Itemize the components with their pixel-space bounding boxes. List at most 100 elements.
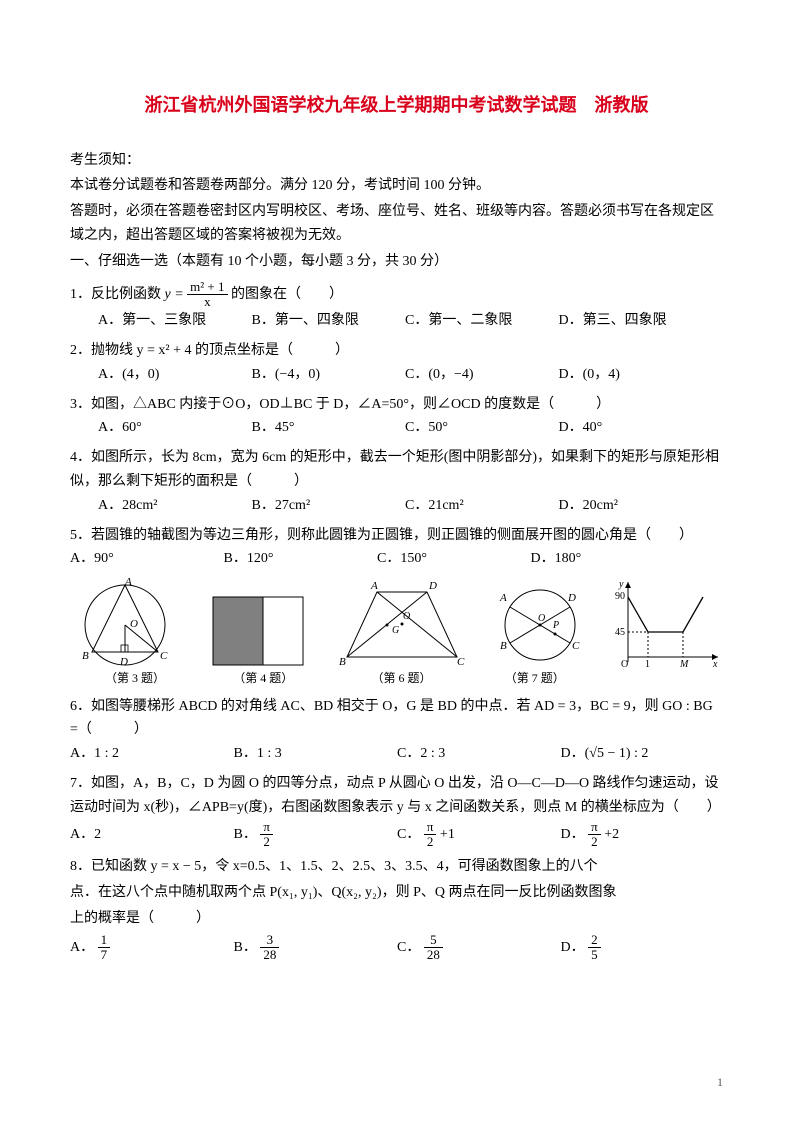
section-heading: 一、仔细选一选（本题有 10 个小题，每小题 3 分，共 30 分）: [70, 250, 723, 274]
q8-b-pre: B．: [234, 936, 257, 960]
q8-c-den: 28: [424, 948, 443, 962]
question-4: 4．如图所示，长为 8cm，宽为 6cm 的矩形中，截去一个矩形(图中阴影部分)…: [70, 446, 723, 494]
q7-d-num: π: [588, 820, 601, 835]
q1-opt-b: B．第一、四象限: [252, 309, 402, 333]
q5-opt-d: D．180°: [531, 547, 681, 571]
svg-text:B: B: [500, 640, 507, 652]
q3-opt-d: D．40°: [559, 416, 709, 440]
question-5: 5．若圆锥的轴截图为等边三角形，则称此圆锥为正圆锥，则正圆锥的侧面展开图的圆心角…: [70, 524, 723, 548]
question-2: 2．抛物线 y = x² + 4 的顶点坐标是（ ）: [70, 339, 723, 363]
page-number: 1: [717, 1072, 723, 1092]
q8-d-num: 2: [588, 933, 601, 948]
q3-opt-a: A．60°: [98, 416, 248, 440]
q2-opt-b: B．(−4，0): [252, 363, 402, 387]
q8-c-pre: C．: [397, 936, 420, 960]
svg-text:D: D: [119, 656, 128, 668]
svg-text:C: C: [160, 650, 168, 662]
q5-opt-b: B．120°: [224, 547, 374, 571]
q7-opt-d: D． π 2 +2: [561, 820, 721, 850]
q7-opt-b: B． π 2: [234, 820, 394, 850]
q8-opt-d: D． 2 5: [561, 933, 721, 963]
q8-options: A． 1 7 B． 3 28 C． 5 28 D． 2 5: [70, 933, 723, 963]
q6-opt-a: A．1 : 2: [70, 742, 230, 766]
q1-opt-d: D．第三、四象限: [559, 309, 709, 333]
q7-b-num: π: [260, 820, 273, 835]
q8-b-num: 3: [260, 933, 279, 948]
q7-b-pre: B．: [234, 823, 257, 847]
svg-text:G: G: [392, 625, 399, 636]
q8-opt-b: B． 3 28: [234, 933, 394, 963]
q8-d-frac: 2 5: [588, 933, 601, 963]
svg-text:P: P: [552, 620, 559, 631]
q8-a-den: 7: [98, 948, 111, 962]
svg-text:O: O: [130, 618, 138, 630]
instructions-line-2: 本试卷分试题卷和答题卷两部分。满分 120 分，考试时间 100 分钟。: [70, 174, 723, 198]
q1-opt-c: C．第一、二象限: [405, 309, 555, 333]
q7-options: A．2 B． π 2 C． π 2 +1 D． π 2 +2: [70, 820, 723, 850]
document-title: 浙江省杭州外国语学校九年级上学期期中考试数学试题 浙教版: [70, 90, 723, 121]
q1-frac-den: x: [187, 295, 227, 309]
q8-c-frac: 5 28: [424, 933, 443, 963]
svg-text:A: A: [124, 577, 132, 588]
q1-formula-prefix: y =: [165, 287, 184, 302]
q4-opt-a: A．28cm²: [98, 494, 248, 518]
cap-6: （第 6 题）: [337, 668, 467, 688]
question-8-line1: 8．已知函数 y = x − 5，令 x=0.5、1、1.5、2、2.5、3、3…: [70, 855, 723, 879]
cap-4: （第 4 题）: [208, 668, 318, 688]
q8-b-frac: 3 28: [260, 933, 279, 963]
q2-opt-a: A．(4，0): [98, 363, 248, 387]
figure-q6: A D B C O G: [337, 577, 467, 672]
svg-text:B: B: [82, 650, 89, 662]
q7-d-frac: π 2: [588, 820, 601, 850]
svg-text:D: D: [567, 592, 576, 604]
question-6: 6．如图等腰梯形 ABCD 的对角线 AC、BD 相交于 O，G 是 BD 的中…: [70, 695, 723, 743]
svg-text:O: O: [538, 613, 545, 624]
q6-opt-d: D．(√5 − 1) : 2: [561, 742, 721, 766]
q1-fraction: m² + 1 x: [187, 280, 227, 310]
question-8-line3: 上的概率是（ ）: [70, 907, 723, 931]
q4-opt-c: C．21cm²: [405, 494, 555, 518]
q1-stem-b: 的图象在（ ）: [231, 287, 343, 302]
cap-3: （第 3 题）: [80, 668, 190, 688]
q8-d-den: 5: [588, 948, 601, 962]
q6-opt-b: B．1 : 3: [234, 742, 394, 766]
q2-opt-d: D．(0，4): [559, 363, 709, 387]
svg-text:A: A: [370, 580, 378, 592]
q3-options: A．60° B．45° C．50° D．40°: [70, 416, 723, 440]
q7-c-post: +1: [440, 823, 455, 847]
q8-a-frac: 1 7: [98, 933, 111, 963]
figure-q4: [203, 587, 313, 672]
q8-a-num: 1: [98, 933, 111, 948]
q5-opt-a: A．90°: [70, 547, 220, 571]
q2-options: A．(4，0) B．(−4，0) C．(0，−4) D．(0，4): [70, 363, 723, 387]
q7-c-den: 2: [424, 835, 437, 849]
figure-q7-graph: 90 45 O 1 M x y: [613, 577, 723, 672]
svg-text:O: O: [403, 611, 410, 622]
instructions-line-3: 答题时，必须在答题卷密封区内写明校区、考场、座位号、姓名、班级等内容。答题必须书…: [70, 200, 723, 248]
instructions-line-1: 考生须知：: [70, 149, 723, 173]
figure-row: A B C O D A D B C O G: [70, 577, 723, 672]
cap-7: （第 7 题）: [485, 668, 585, 688]
svg-text:A: A: [499, 592, 507, 604]
question-7: 7．如图，A，B，C，D 为圆 O 的四等分点，动点 P 从圆心 O 出发，沿 …: [70, 772, 723, 820]
q8-d-pre: D．: [561, 936, 585, 960]
page: 浙江省杭州外国语学校九年级上学期期中考试数学试题 浙教版 考生须知： 本试卷分试…: [0, 0, 793, 992]
question-1: 1．反比例函数 y = m² + 1 x 的图象在（ ）: [70, 280, 723, 310]
question-3: 3．如图，△ABC 内接于⊙O，OD⊥BC 于 D，∠A=50°，则∠OCD 的…: [70, 393, 723, 417]
q7-d-pre: D．: [561, 823, 585, 847]
q7-d-post: +2: [604, 823, 619, 847]
q1-stem-a: 1．反比例函数: [70, 287, 161, 302]
q4-opt-b: B．27cm²: [252, 494, 402, 518]
question-8-line2: 点．在这八个点中随机取两个点 P(x₁, y₁)、Q(x₂, y₂)，则 P、Q…: [70, 881, 723, 905]
q3-opt-b: B．45°: [252, 416, 402, 440]
q8-a-pre: A．: [70, 936, 94, 960]
q1-opt-a: A．第一、三象限: [98, 309, 248, 333]
q1-frac-num: m² + 1: [187, 280, 227, 295]
q8-opt-c: C． 5 28: [397, 933, 557, 963]
svg-text:C: C: [572, 640, 580, 652]
q6-options: A．1 : 2 B．1 : 3 C．2 : 3 D．(√5 − 1) : 2: [70, 742, 723, 766]
q7-c-num: π: [424, 820, 437, 835]
figure-q3: A B C O D: [70, 577, 180, 672]
q1-options: A．第一、三象限 B．第一、四象限 C．第一、二象限 D．第三、四象限: [70, 309, 723, 333]
q4-options: A．28cm² B．27cm² C．21cm² D．20cm²: [70, 494, 723, 518]
